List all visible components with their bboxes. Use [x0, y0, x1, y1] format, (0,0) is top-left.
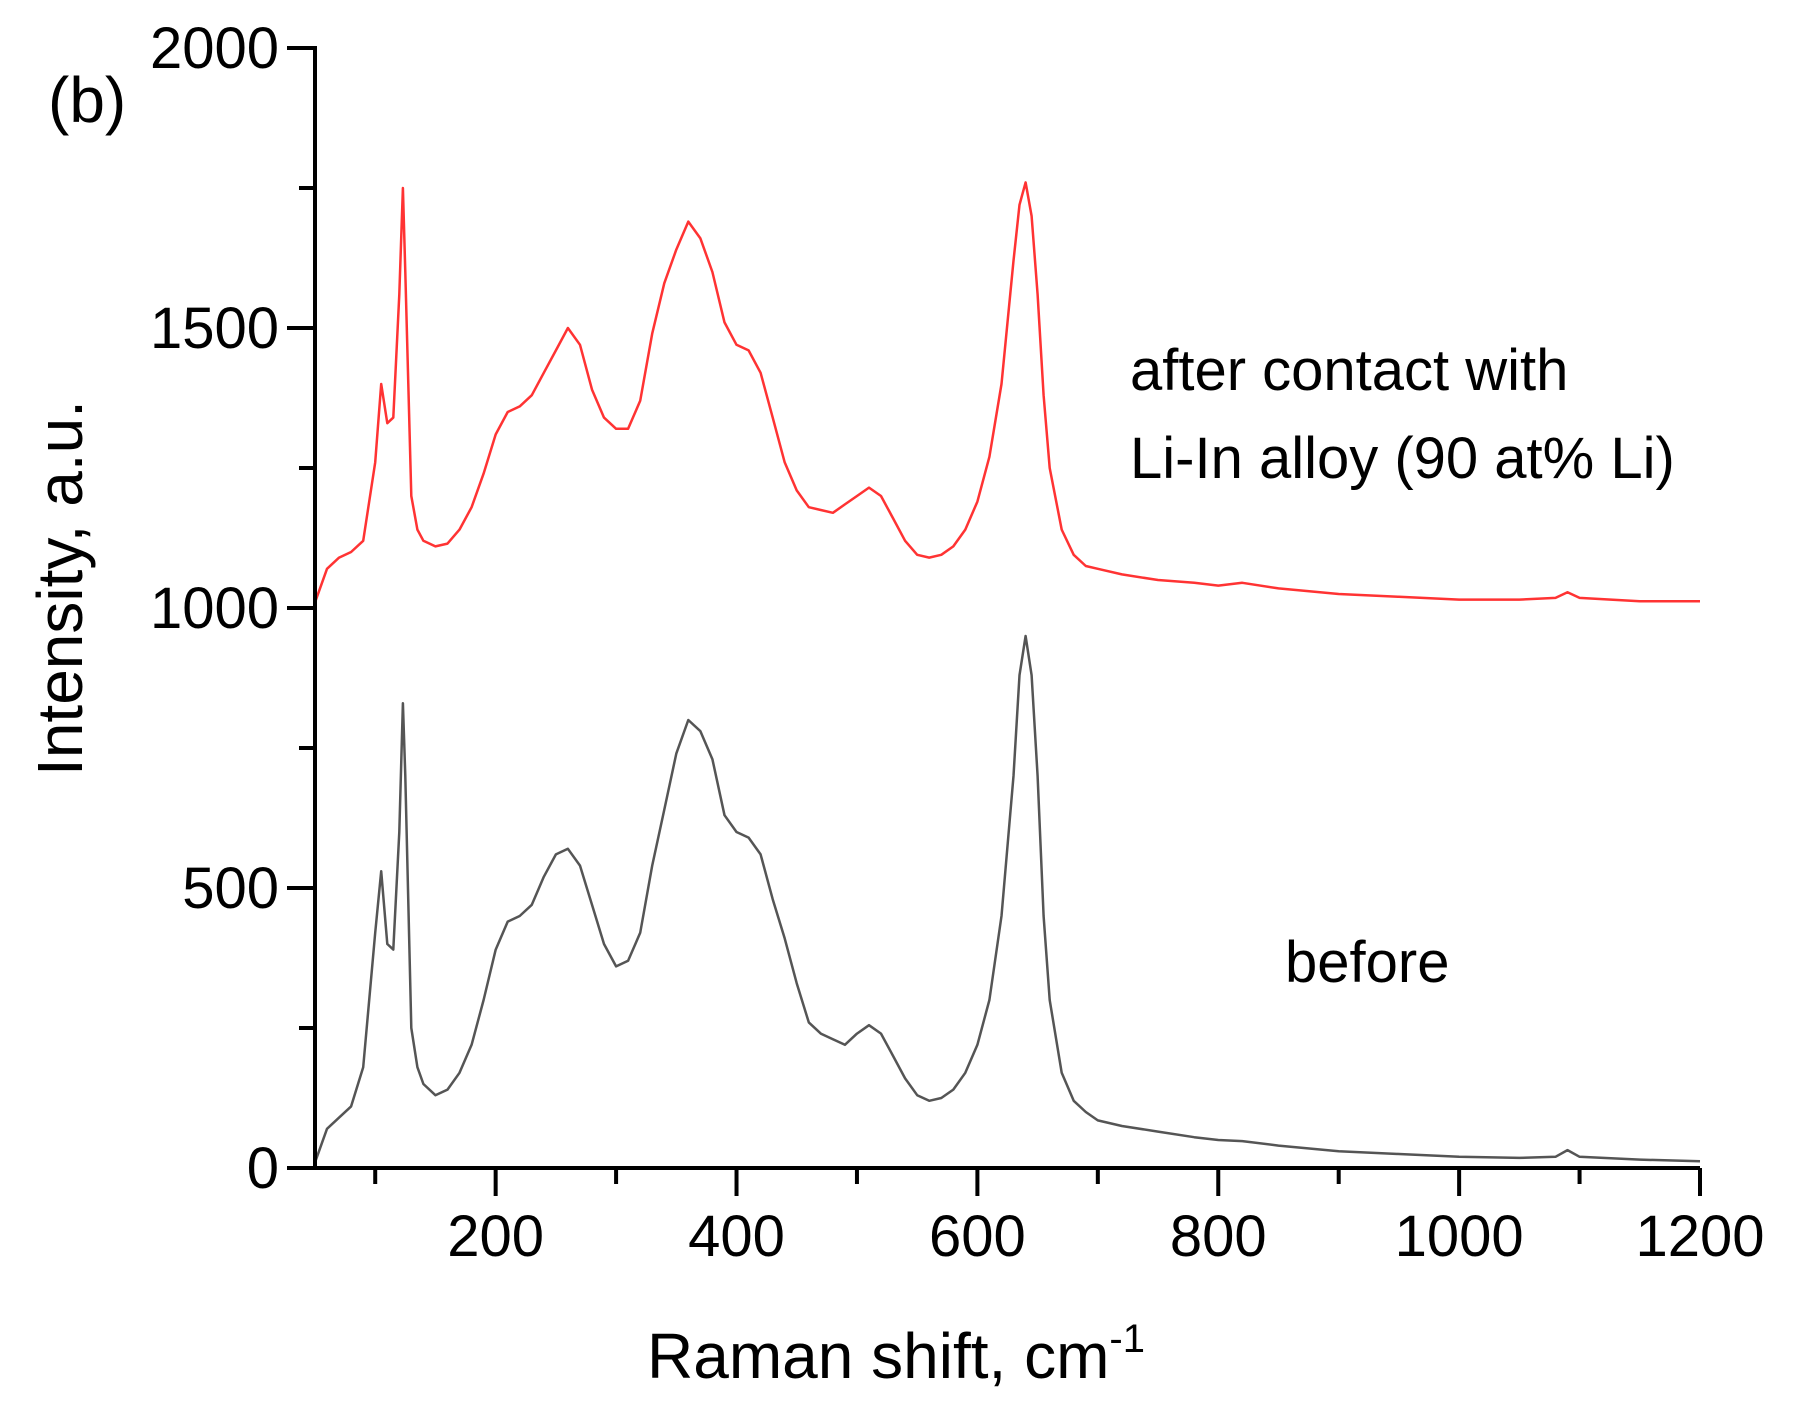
x-tick-label: 200: [447, 1204, 544, 1269]
x-axis-title: Raman shift, cm-1: [647, 1317, 1145, 1392]
x-tick-label: 1200: [1635, 1204, 1764, 1269]
series-line-after: [313, 181, 1700, 603]
x-tick-label: 400: [688, 1204, 785, 1269]
x-axis-ticks: 200 400 600 800 1000 1200: [373, 1168, 1765, 1269]
x-axis-title-text: Raman shift, cm: [647, 1320, 1109, 1392]
y-tick-label: 1500: [150, 296, 279, 361]
x-axis-title-superscript: -1: [1109, 1317, 1145, 1361]
series-line-before: [313, 634, 1701, 1163]
y-tick-label: 0: [247, 1136, 279, 1201]
y-axis-ticks: 0 500 1000 1500 2000: [150, 16, 315, 1201]
before-annotation: before: [1285, 930, 1449, 995]
x-tick-label: 1000: [1395, 1204, 1524, 1269]
x-tick-label: 800: [1170, 1204, 1267, 1269]
plot-lines: [313, 181, 1701, 1163]
y-tick-label: 1000: [150, 576, 279, 641]
y-tick-label: 2000: [150, 16, 279, 81]
y-axis-title: Intensity, a.u.: [24, 400, 96, 776]
x-tick-label: 600: [929, 1204, 1026, 1269]
after-annotation-line-1: after contact with: [1130, 338, 1568, 403]
after-annotation-line-2: Li-In alloy (90 at% Li): [1130, 426, 1675, 491]
y-tick-label: 500: [182, 856, 279, 921]
panel-label: (b): [48, 64, 126, 136]
